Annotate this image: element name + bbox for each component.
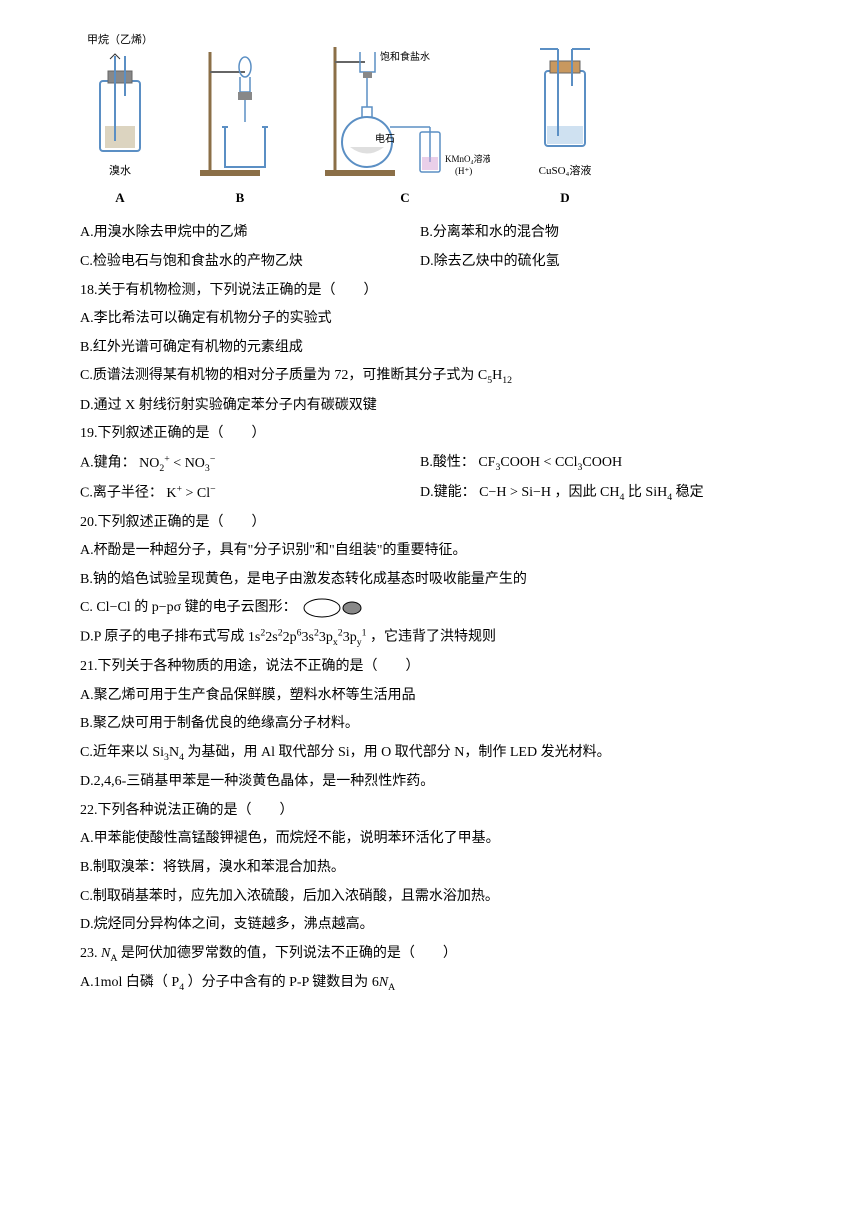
- q19-stem: 19.下列叙述正确的是（ ）: [80, 421, 800, 448]
- q21-c: C.近年来以 Si3N4 为基础，用 Al 取代部分 Si，用 O 取代部分 N…: [80, 740, 800, 767]
- q21-c-formula: Si3N4: [152, 745, 184, 760]
- q19-b-pre: B.酸性：: [420, 455, 475, 470]
- figure-d: CuSO₄溶液 D: [520, 41, 610, 211]
- q20-c-f2: p−pσ: [152, 600, 181, 615]
- q21-d: D.2,4,6-三硝基甲苯是一种淡黄色晶体，是一种烈性炸药。: [80, 769, 800, 796]
- svg-text:KMnO₄溶液: KMnO₄溶液: [445, 153, 490, 164]
- q20-stem: 20.下列叙述正确的是（ ）: [80, 510, 800, 537]
- apparatus-figures: 甲烷（乙烯） 溴水 A B: [80, 30, 800, 210]
- q19-row2: C.离子半径： K+ > Cl− D.键能： C−H > Si−H ，因此 CH…: [80, 480, 800, 509]
- figure-a-bottom-label: 溴水: [109, 161, 131, 182]
- q20-d: D.P 原子的电子排布式写成 1s22s22p63s23px23py1 ，它违背…: [80, 624, 800, 652]
- q17-b: B.分离苯和水的混合物: [420, 220, 800, 247]
- svg-text:(H⁺): (H⁺): [455, 166, 472, 176]
- svg-text:电石: 电石: [375, 132, 395, 145]
- q19-d: D.键能： C−H > Si−H ，因此 CH4 比 SiH4 稳定: [420, 480, 800, 507]
- q18-c-line: C.质谱法测得某有机物的相对分子质量为 72，可推断其分子式为 C5H12: [80, 363, 800, 390]
- q19-a: A.键角： NO2+ < NO3−: [80, 450, 420, 478]
- q17-a: A.用溴水除去甲烷中的乙烯: [80, 220, 420, 247]
- q22-d: D.烷烃同分异构体之间，支链越多，沸点越高。: [80, 912, 800, 939]
- q17-c: C.检验电石与饱和食盐水的产物乙炔: [80, 249, 420, 276]
- q20-a: A.杯酚是一种超分子，具有"分子识别"和"自组装"的重要特征。: [80, 538, 800, 565]
- q19-row1: A.键角： NO2+ < NO3− B.酸性： CF3COOH < CCl3CO…: [80, 450, 800, 480]
- figure-c-svg: 饱和食盐水 电石 KMnO₄溶液 (H⁺): [320, 32, 490, 182]
- figure-b-svg: [190, 42, 290, 182]
- q23-a-f1: P4: [171, 975, 184, 990]
- svg-text:饱和食盐水: 饱和食盐水: [380, 50, 430, 63]
- figure-a-top-label: 甲烷（乙烯）: [87, 30, 153, 51]
- q23-stem-pre: 23.: [80, 946, 98, 961]
- figure-c: 饱和食盐水 电石 KMnO₄溶液 (H⁺) C: [320, 32, 490, 211]
- q17-options: A.用溴水除去甲烷中的乙烯 B.分离苯和水的混合物: [80, 220, 800, 249]
- q19-c: C.离子半径： K+ > Cl−: [80, 480, 420, 507]
- q23-a: A.1mol 白磷（ P4 ）分子中含有的 P-P 键数目为 6NA: [80, 970, 800, 997]
- q19-c-formula: K+ > Cl−: [166, 486, 215, 501]
- q19-d-f3: SiH4: [645, 485, 672, 500]
- q19-a-formula: NO2+ < NO3−: [139, 456, 215, 471]
- q19-d-pre: D.键能：: [420, 485, 476, 500]
- q20-d-post: ，它违背了洪特规则: [370, 630, 496, 645]
- q23-a-f2: 6NA: [372, 975, 395, 990]
- q20-c-post: 键的电子云图形：: [185, 600, 297, 615]
- q19-d-end: 稳定: [676, 485, 704, 500]
- q20-c-mid: 的: [134, 600, 148, 615]
- q19-b-formula: CF3COOH < CCl3COOH: [478, 455, 622, 470]
- figure-c-letter: C: [400, 186, 409, 211]
- q17-d: D.除去乙炔中的硫化氢: [420, 249, 800, 276]
- figure-d-bottom-label: CuSO₄溶液: [539, 161, 592, 182]
- q23-stem-mid: 是阿伏加德罗常数的值，下列说法不正确的是（ ）: [121, 946, 457, 961]
- figure-a: 甲烷（乙烯） 溴水 A: [80, 30, 160, 210]
- q19-a-pre: A.键角：: [80, 456, 136, 471]
- q19-d-f1: C−H > Si−H: [479, 485, 551, 500]
- q22-stem: 22.下列各种说法正确的是（ ）: [80, 798, 800, 825]
- q20-c-pre: C.: [80, 600, 93, 615]
- q21-b: B.聚乙炔可用于制备优良的绝缘高分子材料。: [80, 711, 800, 738]
- q20-c: C. Cl−Cl 的 p−pσ 键的电子云图形：: [80, 595, 800, 622]
- q18-stem: 18.关于有机物检测，下列说法正确的是（ ）: [80, 278, 800, 305]
- q18-a: A.李比希法可以确定有机物分子的实验式: [80, 306, 800, 333]
- q19-d-f2: CH4: [600, 485, 624, 500]
- figure-b: B: [190, 42, 290, 211]
- figure-a-letter: A: [115, 186, 124, 211]
- q22-c: C.制取硝基苯时，应先加入浓硫酸，后加入浓硝酸，且需水浴加热。: [80, 884, 800, 911]
- figure-d-letter: D: [560, 186, 569, 211]
- q23-stem: 23. NA 是阿伏加德罗常数的值，下列说法不正确的是（ ）: [80, 941, 800, 968]
- q21-a: A.聚乙烯可用于生产食品保鲜膜，塑料水杯等生活用品: [80, 683, 800, 710]
- q20-b: B.钠的焰色试验呈现黄色，是电子由激发态转化成基态时吸收能量产生的: [80, 567, 800, 594]
- q18-c-formula: C5H12: [478, 368, 512, 383]
- q23-a-mid: ）分子中含有的 P-P 键数目为: [188, 975, 369, 990]
- q17-options-2: C.检验电石与饱和食盐水的产物乙炔 D.除去乙炔中的硫化氢: [80, 249, 800, 278]
- q21-stem: 21.下列关于各种物质的用途，说法不正确的是（ ）: [80, 654, 800, 681]
- figure-b-letter: B: [236, 186, 245, 211]
- q20-d-pre: D.P 原子的电子排布式写成: [80, 630, 244, 645]
- q18-b: B.红外光谱可确定有机物的元素组成: [80, 335, 800, 362]
- q23-na: NA: [101, 946, 117, 961]
- q21-c-pre: C.近年来以: [80, 745, 149, 760]
- q19-c-pre: C.离子半径：: [80, 486, 163, 501]
- figure-a-svg: [80, 51, 160, 161]
- q18-c-pre: C.质谱法测得某有机物的相对分子质量为 72，可推断其分子式为: [80, 368, 474, 383]
- q19-b: B.酸性： CF3COOH < CCl3COOH: [420, 450, 800, 478]
- orbital-icon: [300, 596, 370, 620]
- q22-a: A.甲苯能使酸性高锰酸钾褪色，而烷烃不能，说明苯环活化了甲基。: [80, 826, 800, 853]
- figure-d-svg: [520, 41, 610, 161]
- q22-b: B.制取溴苯：将铁屑，溴水和苯混合加热。: [80, 855, 800, 882]
- q21-c-mid: 为基础，用 Al 取代部分 Si，用 O 取代部分 N，制作 LED 发光材料。: [187, 745, 610, 760]
- q18-d: D.通过 X 射线衍射实验确定苯分子内有碳碳双键: [80, 393, 800, 420]
- q19-d-post: ，因此: [555, 485, 597, 500]
- q23-a-pre: A.1mol 白磷（: [80, 975, 168, 990]
- q20-d-formula: 1s22s22p63s23px23py1: [248, 630, 367, 645]
- q20-c-f1: Cl−Cl: [96, 600, 130, 615]
